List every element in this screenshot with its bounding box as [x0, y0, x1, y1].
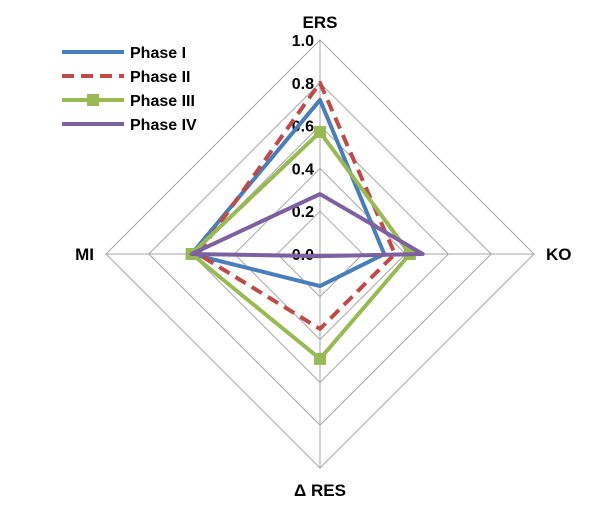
tick-label: 0.4 — [292, 161, 314, 178]
legend-label-4: Phase IV — [130, 117, 197, 134]
tick-label: 0.6 — [292, 119, 314, 136]
axis-label: ERS — [303, 13, 338, 32]
tick-label: 0.2 — [292, 204, 314, 221]
legend-label-1: Phase I — [130, 45, 186, 62]
axis-label: Δ RES — [294, 481, 346, 500]
series-line-4 — [189, 192, 425, 259]
data-point-marker — [314, 126, 326, 139]
legend-label-3: Phase III — [130, 93, 195, 110]
legend-marker — [87, 94, 99, 106]
axis-label: MI — [75, 245, 94, 264]
series-group — [185, 80, 425, 365]
axis-label: KO — [546, 245, 572, 264]
radial-tick-labels: 0.00.20.40.60.81.0 — [292, 33, 314, 264]
tick-label: 1.0 — [292, 33, 314, 50]
tick-label: 0.8 — [292, 76, 314, 93]
legend: Phase I Phase II Phase III Phase IV — [62, 45, 197, 134]
legend-label-2: Phase II — [130, 69, 190, 86]
axis-labels: ERS KO Δ RES MI — [75, 13, 571, 500]
data-point-marker — [314, 352, 326, 365]
